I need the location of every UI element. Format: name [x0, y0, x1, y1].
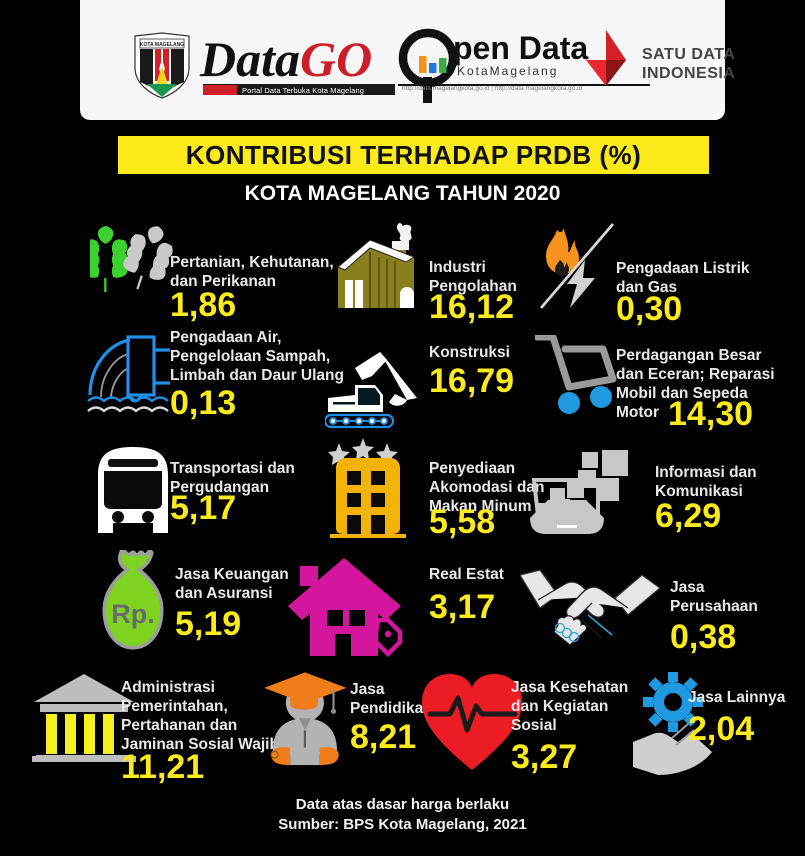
svg-text:Rp.: Rp. — [111, 599, 155, 629]
svg-text:KOTA MAGELANG: KOTA MAGELANG — [140, 42, 184, 48]
